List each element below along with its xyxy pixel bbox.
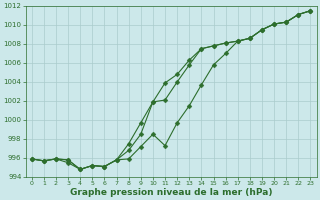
X-axis label: Graphe pression niveau de la mer (hPa): Graphe pression niveau de la mer (hPa) (70, 188, 272, 197)
